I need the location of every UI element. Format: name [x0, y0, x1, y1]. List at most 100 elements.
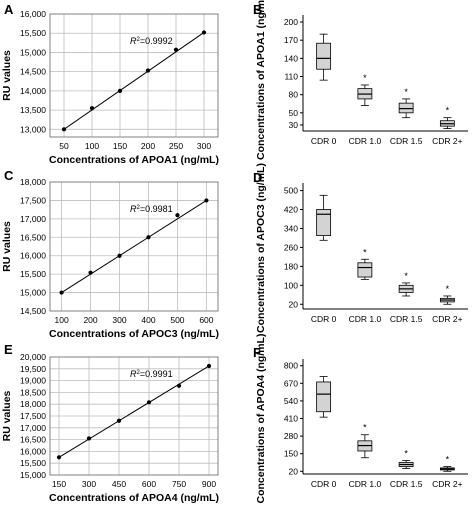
- data-point: [56, 455, 62, 460]
- data-point: [204, 198, 209, 203]
- y-tick-label: 15,500: [20, 28, 46, 38]
- data-point: [175, 213, 180, 218]
- panel-a: A 13,000 13,500 14,000 14,500 15,000 15,500 16,…: [1, 2, 219, 166]
- category-label: CDR 1.0: [349, 479, 382, 489]
- x-tick-label: 100: [85, 141, 99, 151]
- y-tick-label: 18,000: [20, 399, 46, 409]
- y-axis-title: Concentrations of APOA1 (ng/mL): [255, 0, 267, 160]
- panel-b: B 30 50 80 110 140 170 200 CDR 0 * CDR 1.0 * CDR 1.5…: [253, 0, 468, 160]
- y-tick-label: 16,000: [20, 446, 46, 456]
- y-tick-label: 80: [289, 90, 299, 100]
- data-point: [146, 235, 151, 240]
- y-tick-label: 200: [284, 17, 298, 27]
- y-tick-label: 14,000: [20, 86, 46, 96]
- significance-marker: *: [404, 271, 408, 281]
- r-squared-symbol: R: [130, 204, 137, 214]
- x-tick-label: 900: [202, 479, 216, 489]
- panel-letter: D: [253, 170, 262, 185]
- data-point: [145, 68, 151, 73]
- y-axis-title: RU values: [1, 390, 13, 441]
- y-tick-label: 340: [284, 223, 298, 233]
- x-tick-label: 600: [199, 315, 213, 325]
- data-point: [117, 88, 123, 93]
- y-tick-label: 16,000: [20, 251, 46, 261]
- r-squared-exponent: 2: [137, 370, 141, 376]
- data-point: [116, 418, 122, 423]
- plot-frame: [49, 181, 219, 312]
- box: [316, 42, 332, 70]
- x-tick-label: 50: [59, 141, 69, 151]
- y-tick-label: 17,000: [20, 214, 46, 224]
- significance-marker: *: [363, 423, 367, 433]
- box: [357, 262, 373, 278]
- box: [316, 209, 332, 236]
- x-axis-title: Concentrations of APOA4 (ng/mL): [49, 492, 219, 504]
- y-tick-label: 410: [284, 414, 298, 424]
- panel-letter: E: [4, 342, 13, 357]
- x-tick-label: 100: [54, 315, 68, 325]
- data-point: [89, 106, 95, 111]
- category-label: CDR 1.5: [390, 479, 423, 489]
- r-squared-value: =0.9992: [140, 36, 173, 46]
- data-point: [146, 400, 152, 405]
- y-tick-label: 15,000: [20, 288, 46, 298]
- y-tick-label: 30: [289, 120, 299, 130]
- category-label: CDR 1.5: [390, 136, 423, 146]
- y-tick-label: 110: [284, 72, 298, 82]
- y-tick-label: 17,000: [20, 423, 46, 433]
- y-tick-label: 13,500: [20, 105, 46, 115]
- y-tick-label: 15,000: [20, 47, 46, 57]
- y-tick-label: 500: [284, 186, 298, 196]
- panel-letter: B: [253, 2, 262, 17]
- x-tick-label: 300: [197, 141, 211, 151]
- y-tick-label: 20: [289, 466, 299, 476]
- y-tick-label: 140: [284, 53, 298, 63]
- plot-frame: [49, 13, 219, 138]
- x-tick-label: 250: [169, 141, 183, 151]
- panel-letter: F: [253, 345, 261, 360]
- y-tick-label: 50: [289, 108, 299, 118]
- y-tick-label: 20,000: [20, 352, 46, 362]
- trendline: [58, 365, 210, 458]
- data-point: [176, 383, 182, 388]
- x-tick-label: 150: [52, 479, 66, 489]
- trendline: [63, 32, 205, 130]
- y-tick-label: 18,500: [20, 387, 46, 397]
- panel-letter: A: [4, 2, 14, 17]
- y-tick-label: 14,500: [20, 67, 46, 77]
- panel-letter: C: [4, 168, 14, 183]
- y-tick-label: 420: [284, 205, 298, 215]
- significance-marker: *: [446, 455, 450, 465]
- data-point: [173, 47, 179, 52]
- significance-marker: *: [363, 247, 367, 257]
- panel-d: D 20 100 180 260 340 420 500 CDR 0 * CDR 1.0 * CDR 1…: [253, 163, 468, 333]
- y-tick-label: 17,500: [20, 411, 46, 421]
- y-tick-label: 100: [284, 280, 298, 290]
- y-tick-label: 20: [289, 299, 299, 309]
- panel-f: F 20 150 280 410 540 670 800 CDR 0 * CDR 1.0 * CDR 1…: [253, 334, 468, 504]
- y-tick-label: 16,500: [20, 232, 46, 242]
- x-tick-label: 200: [83, 315, 97, 325]
- significance-marker: *: [446, 106, 450, 116]
- y-axis-title: Concentrations of APOA4 (ng/mL): [255, 334, 267, 504]
- x-tick-label: 750: [172, 479, 186, 489]
- category-label: CDR 0: [311, 479, 337, 489]
- significance-marker: *: [404, 87, 408, 97]
- y-tick-label: 800: [284, 361, 298, 371]
- category-label: CDR 1.0: [349, 314, 382, 324]
- category-label: CDR 0: [311, 136, 337, 146]
- significance-marker: *: [404, 448, 408, 458]
- trendline: [61, 200, 207, 293]
- r-squared-label: R2=0.9981: [130, 204, 173, 214]
- category-label: CDR 2+: [432, 479, 463, 489]
- r-squared-exponent: 2: [137, 205, 141, 211]
- box: [316, 381, 332, 413]
- data-point: [88, 270, 93, 275]
- x-tick-label: 500: [170, 315, 184, 325]
- y-tick-label: 15,500: [20, 269, 46, 279]
- y-axis-title: RU values: [1, 221, 13, 272]
- x-tick-label: 300: [112, 315, 126, 325]
- data-point: [206, 363, 212, 369]
